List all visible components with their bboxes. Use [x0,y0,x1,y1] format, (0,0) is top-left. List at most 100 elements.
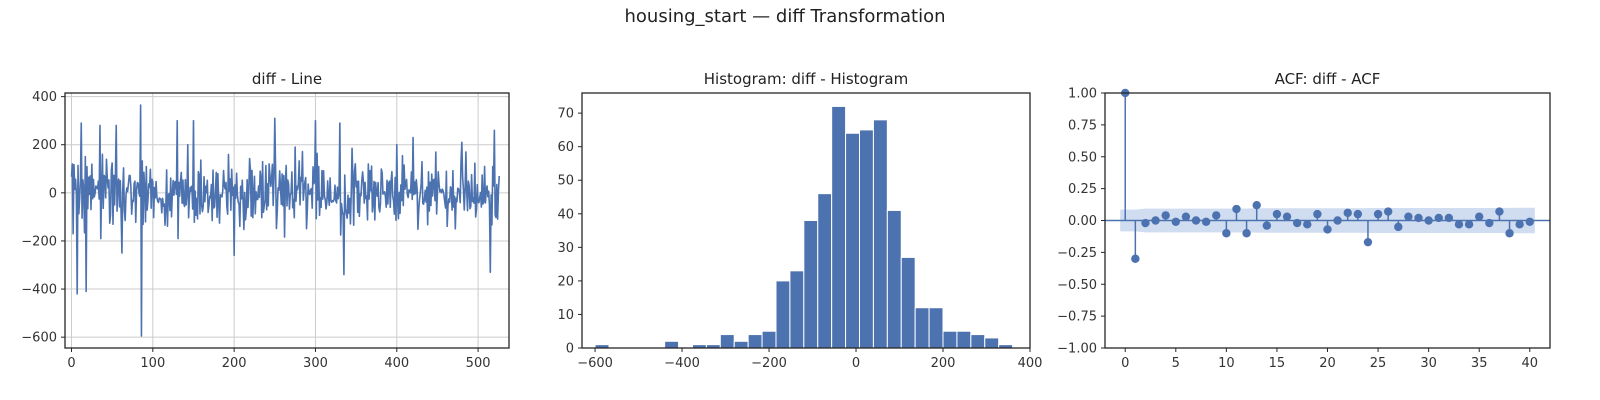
acf-point [1131,254,1140,263]
x-tick-label: 25 [1370,356,1387,371]
acf-point [1313,209,1322,219]
acf-point [1282,212,1292,221]
x-tick-label: 200 [222,356,247,371]
histogram-bar [984,337,1000,349]
histogram-bar [664,340,680,349]
acf-point [1464,220,1474,229]
acf-panel-frame [1104,92,1551,349]
x-tick-label: 0 [852,356,860,371]
histogram-panel: Histogram: diff - Histogram −600 −400 −200… [557,70,1042,371]
x-tick-label: 500 [466,356,491,371]
acf-point [1454,220,1464,229]
acf-point [1373,209,1383,219]
histogram-panel-frame [581,92,1031,349]
histogram-panel-title: Histogram: diff - Histogram [704,70,908,88]
acf-point [1272,209,1282,219]
y-tick-label: 30 [557,241,574,256]
acf-point [1191,216,1201,225]
x-tick-label: 100 [140,356,165,371]
x-tick-label: 0 [67,356,75,371]
x-tick-label: 30 [1420,356,1437,371]
acf-point [1343,208,1352,218]
y-tick-label: 200 [32,138,57,153]
histogram-bar [942,330,958,349]
y-tick-label: −600 [21,331,57,346]
acf-panel-title: ACF: diff - ACF [1275,70,1381,88]
histogram-bar [747,334,763,349]
y-tick-label: 60 [557,140,574,155]
acf-point [1252,201,1261,210]
acf-panel: ACF: diff - ACF 0 5 10 15 20 25 30 35 40 −1.00 −0.… [1057,70,1551,372]
x-tick-label: 300 [303,356,328,371]
acf-point [1485,218,1494,228]
acf-point [1181,212,1191,221]
y-tick-label: 0 [49,186,57,201]
acf-point [1434,213,1443,223]
histogram-bar [817,193,833,349]
y-tick-label: 1.00 [1068,87,1097,102]
acf-point [1333,216,1342,225]
y-tick-label: 70 [557,107,574,122]
acf-stems [1121,88,1534,263]
acf-point [1323,225,1332,234]
x-tick-label: 0 [1121,356,1129,371]
x-tick-label: 20 [1319,356,1336,371]
acf-point [1424,216,1433,225]
line-panel-frame [64,92,510,349]
y-tick-label: −200 [21,234,57,249]
acf-point [1151,216,1160,225]
acf-point [1222,229,1231,238]
histogram-bar [858,129,874,349]
acf-point [1171,217,1180,226]
x-tick-label: 400 [1018,356,1043,371]
acf-point [1262,221,1272,230]
histogram-bars [594,105,1014,349]
y-tick-label: −0.50 [1057,278,1097,293]
diff-series-line [70,104,501,337]
line-panel-title: diff - Line [252,70,322,88]
histogram-bar [803,220,819,349]
histogram-bar [831,105,847,349]
acf-point [1475,212,1484,221]
histogram-bar [733,340,749,349]
acf-point [1232,204,1241,214]
y-tick-label: −400 [21,283,57,298]
acf-point [1525,217,1534,226]
y-tick-label: 0.00 [1068,214,1097,229]
x-tick-label: 400 [384,356,409,371]
y-tick-label: 0.25 [1068,182,1097,197]
acf-point [1505,229,1514,238]
acf-point [1495,207,1504,216]
line-panel: diff - Line 0 100 200 300 400 500 −600 −400 −200… [21,70,510,371]
acf-point [1292,218,1302,228]
histogram-bar [900,256,916,349]
line-panel-grid [65,93,509,348]
y-tick-label: 20 [557,274,574,289]
acf-point [1161,211,1170,220]
acf-point [1515,220,1524,229]
histogram-bar [775,280,791,349]
acf-point [1383,207,1393,216]
acf-point [1414,213,1423,223]
acf-point [1212,211,1221,220]
x-tick-label: 15 [1269,356,1286,371]
y-tick-label: 0.75 [1068,118,1097,133]
y-tick-label: −1.00 [1057,342,1097,357]
x-tick-label: 35 [1471,356,1488,371]
histogram-bar [789,270,805,349]
histogram-bar [845,132,860,349]
x-tick-label: 10 [1218,356,1235,371]
x-tick-label: 200 [931,356,956,371]
y-tick-label: 40 [557,207,574,222]
line-panel-ticks: 0 100 200 300 400 500 −600 −400 −200 0 200 400 [21,90,490,371]
acf-point [1303,220,1312,229]
acf-point [1242,229,1251,238]
x-tick-label: −200 [751,356,787,371]
acf-panel-ticks: 0 5 10 15 20 25 30 35 40 −1.00 −0.75 −0.50 −0.25 0.00… [1057,87,1538,372]
histogram-bar [719,334,735,349]
histogram-bar [914,307,930,349]
y-tick-label: −0.75 [1057,310,1097,325]
x-tick-label: −600 [577,356,613,371]
acf-point [1353,209,1363,219]
